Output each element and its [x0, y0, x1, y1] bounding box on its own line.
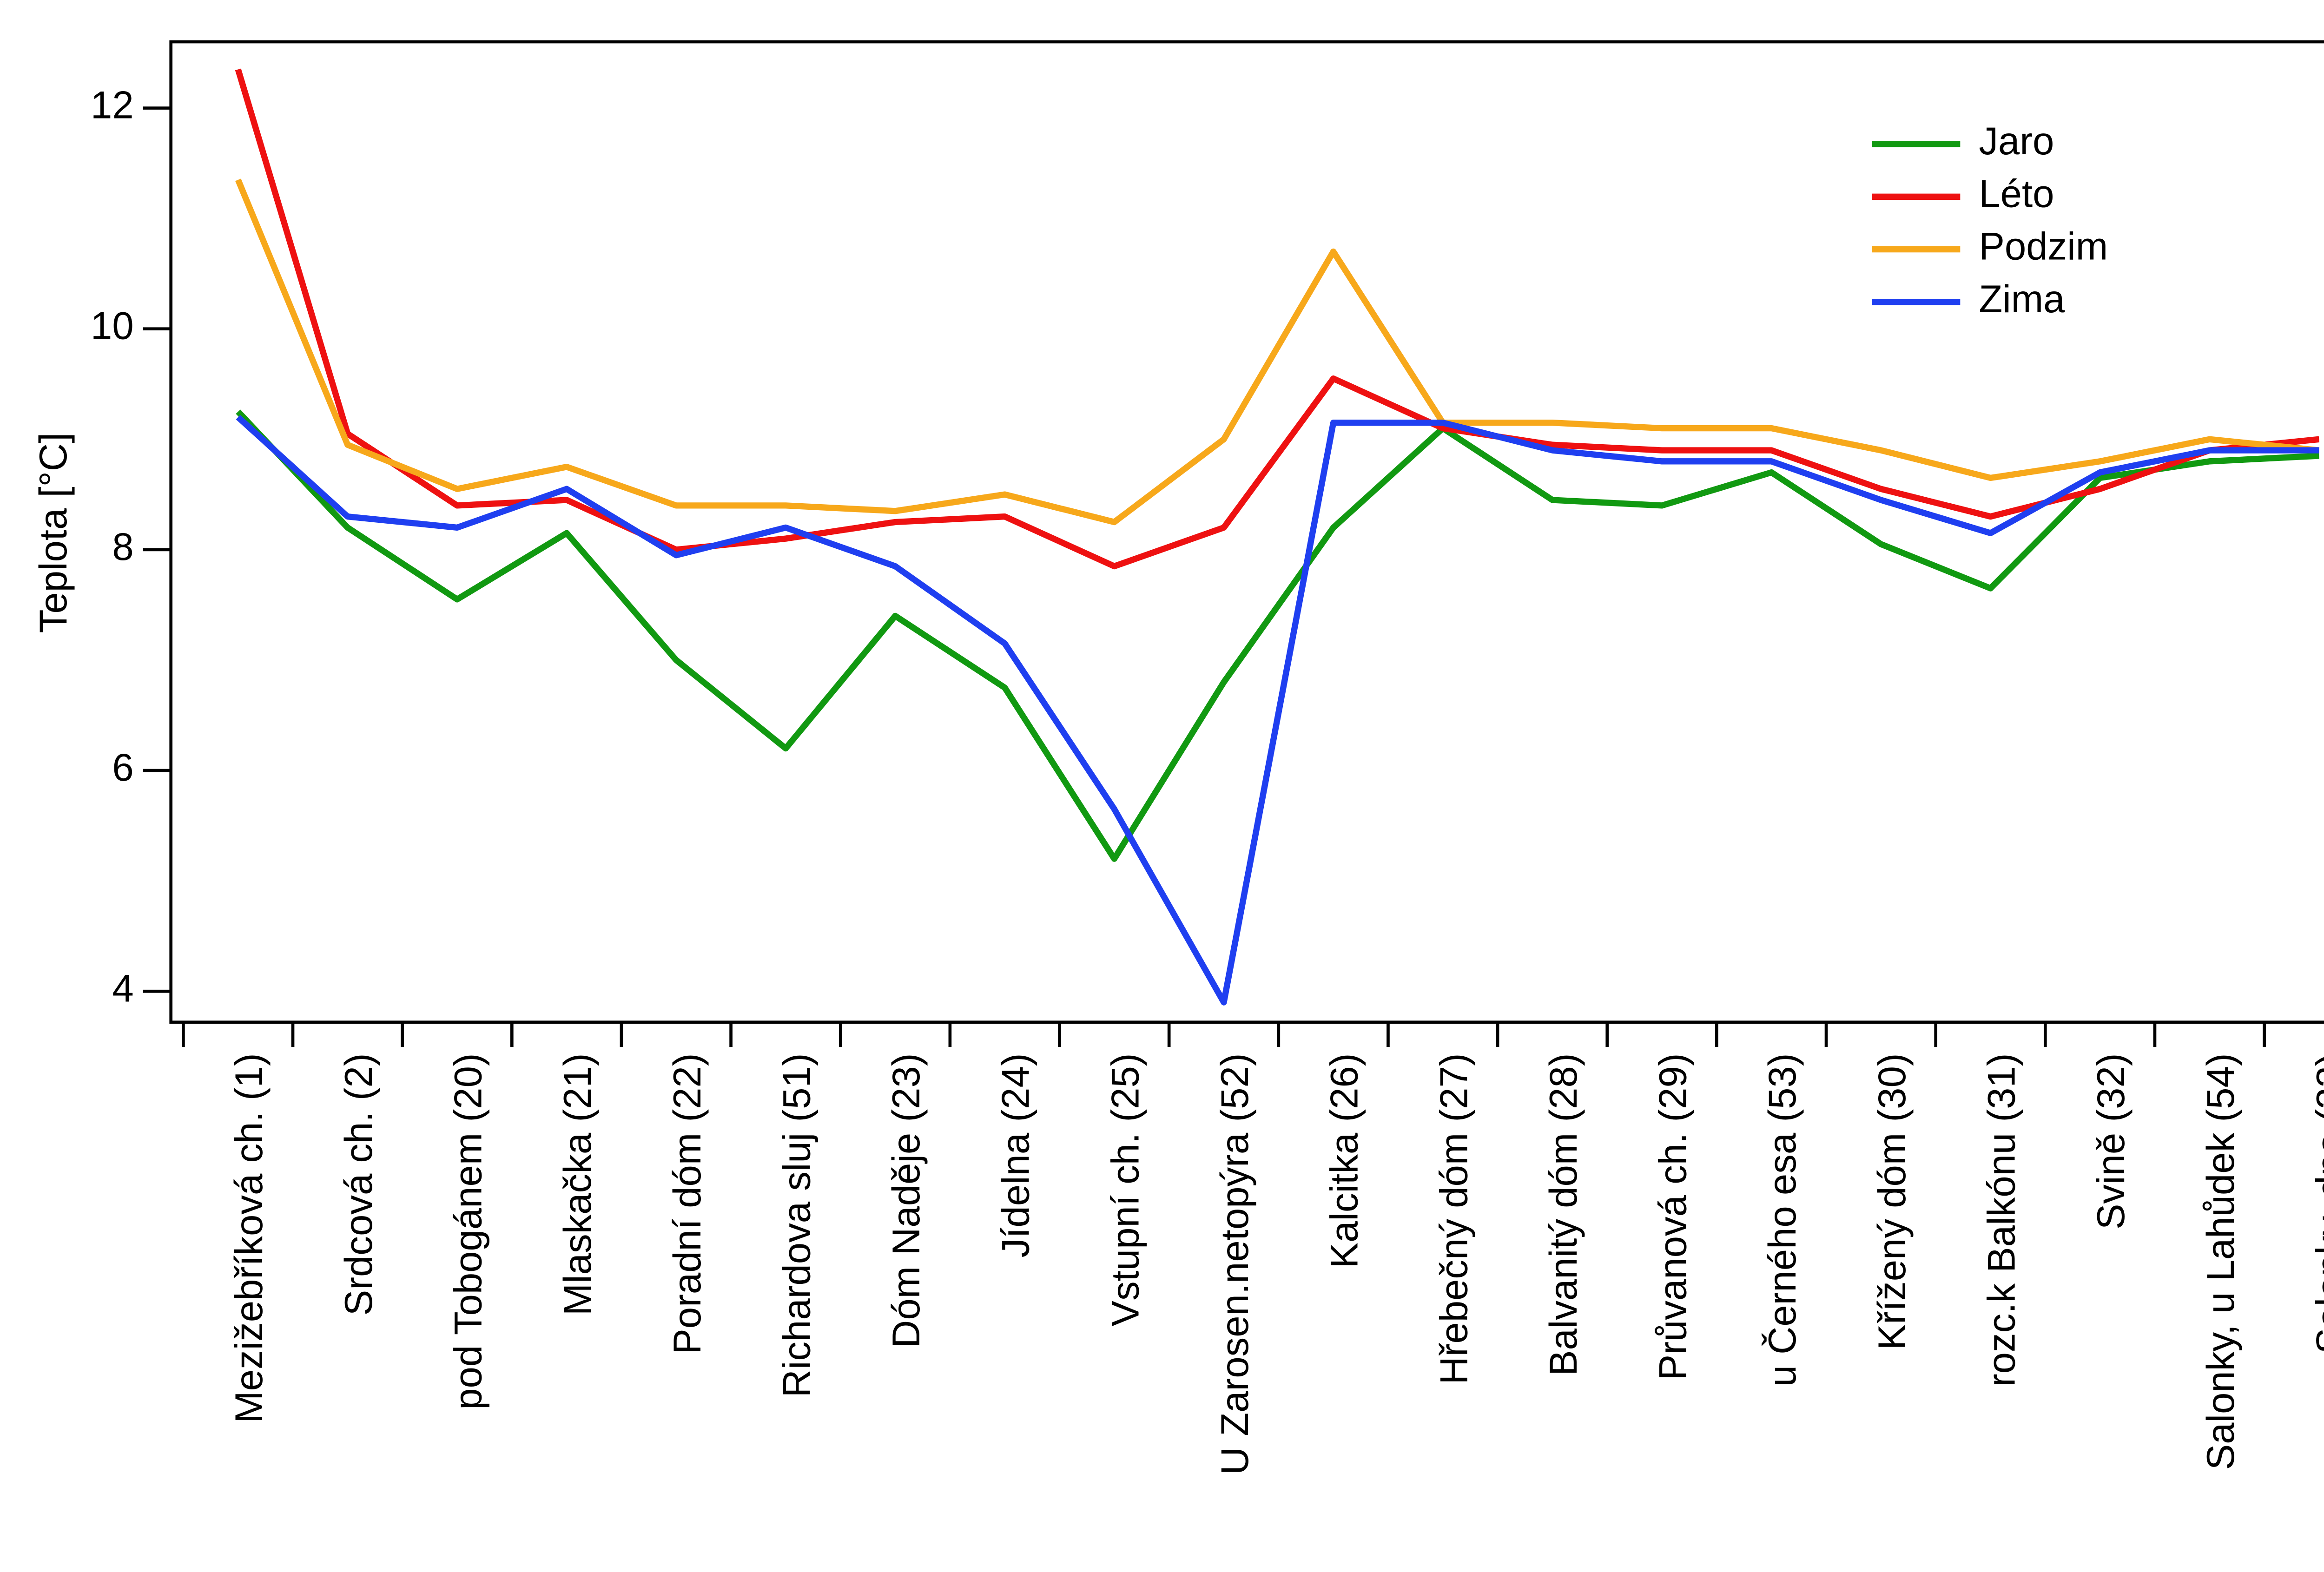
x-tick-label: Salonky, dno (33) — [2308, 1053, 2324, 1354]
y-tick-label: 4 — [112, 967, 133, 1010]
x-tick-label: Dóm Naděje (23) — [885, 1053, 928, 1348]
y-tick-label: 10 — [91, 304, 134, 348]
x-tick-label: u Černého esa (53) — [1761, 1053, 1804, 1387]
series-line — [236, 409, 2319, 862]
legend-label: Léto — [1979, 172, 2054, 215]
x-tick-label: Průvanová ch. (29) — [1651, 1053, 1695, 1380]
x-tick-label: Balvanitý dóm (28) — [1542, 1053, 1585, 1376]
x-tick-label: Křížený dóm (30) — [1870, 1053, 1914, 1350]
x-tick-label: Vstupní ch. (25) — [1103, 1053, 1147, 1326]
x-tick-label: U Zarosen.netopýra (52) — [1213, 1053, 1256, 1475]
y-tick-label: 12 — [91, 84, 134, 127]
legend-label: Jaro — [1979, 119, 2054, 163]
x-tick-label: Hřebečný dóm (27) — [1432, 1053, 1475, 1384]
series-line — [235, 68, 2320, 570]
y-axis-label: Teplota [°C] — [32, 433, 75, 633]
legend-label: Zima — [1979, 277, 2065, 321]
y-tick-label: 6 — [112, 746, 133, 789]
x-tick-label: Kalcitka (26) — [1323, 1053, 1366, 1268]
x-tick-label: rozc.k Balkónu (31) — [1980, 1053, 2023, 1387]
x-tick-label: Jídelna (24) — [994, 1053, 1037, 1257]
x-tick-label: Mezižebříková ch. (1) — [227, 1053, 271, 1423]
x-tick-label: Salonky, u Lahůdek (54) — [2199, 1053, 2242, 1470]
x-tick-label: Poradní dóm (22) — [666, 1053, 709, 1354]
x-tick-label: Richardova sluj (51) — [775, 1053, 818, 1397]
x-tick-label: Mlaskačka (21) — [556, 1053, 599, 1315]
x-tick-label: Svině (32) — [2089, 1053, 2133, 1230]
legend-label: Podzim — [1979, 225, 2108, 268]
series-line — [236, 414, 2319, 1006]
series-line — [235, 178, 2320, 526]
y-tick-label: 8 — [112, 525, 133, 568]
x-tick-label: pod Tobogánem (20) — [447, 1053, 490, 1409]
x-tick-label: Srdcová ch. (2) — [337, 1053, 380, 1315]
